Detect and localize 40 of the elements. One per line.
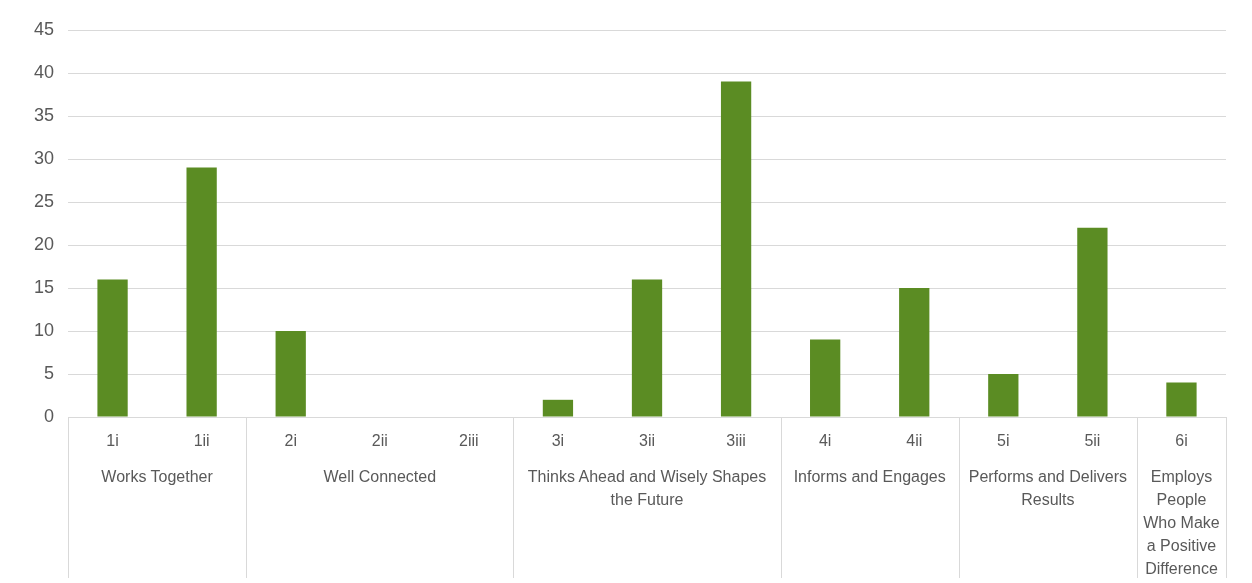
bar <box>720 81 752 417</box>
y-tick-label: 45 <box>33 18 55 39</box>
text: Informs and Engages <box>793 468 946 486</box>
bar <box>899 288 930 417</box>
bar <box>186 167 217 417</box>
x-tick-label: 4ii <box>906 432 923 450</box>
x-tick-label: 2iii <box>459 432 479 450</box>
bar <box>275 331 306 417</box>
text: Employs People Who Make a Positive Difference <box>1143 468 1220 578</box>
bar <box>988 374 1019 417</box>
text: Thinks Ahead and Wisely Shapes the Future <box>527 468 767 509</box>
y-tick-label: 35 <box>33 104 55 125</box>
x-tick-label: 2i <box>284 432 297 450</box>
bar <box>97 279 128 417</box>
y-tick-label: 40 <box>33 61 55 82</box>
text: Well Connected <box>323 468 437 486</box>
x-tick-label: 6i <box>1175 432 1188 450</box>
y-tick-label: 25 <box>33 190 55 211</box>
y-tick-label: 0 <box>44 405 55 426</box>
x-tick-label: 2ii <box>371 432 388 450</box>
x-tick-label: 5i <box>997 432 1010 450</box>
bar <box>1077 227 1108 417</box>
y-tick-label: 5 <box>44 362 55 383</box>
x-tick-label: 3i <box>551 432 565 450</box>
x-tick-label: 3ii <box>639 432 656 450</box>
text: Performs and Delivers Results <box>968 468 1127 509</box>
y-tick-label: 20 <box>33 233 55 254</box>
text: Works Together <box>101 468 214 486</box>
x-tick-label: 1ii <box>193 432 210 450</box>
bar <box>1166 382 1197 417</box>
bar <box>631 279 663 417</box>
x-tick-label: 1i <box>106 432 119 450</box>
bar <box>542 399 574 417</box>
x-tick-label: 4i <box>818 432 832 450</box>
y-tick-label: 10 <box>33 319 55 340</box>
bar <box>810 339 841 417</box>
x-tick-label: 3iii <box>726 432 746 450</box>
y-tick-label: 30 <box>33 147 55 168</box>
x-tick-label: 5ii <box>1084 432 1101 450</box>
y-tick-label: 15 <box>33 276 55 297</box>
